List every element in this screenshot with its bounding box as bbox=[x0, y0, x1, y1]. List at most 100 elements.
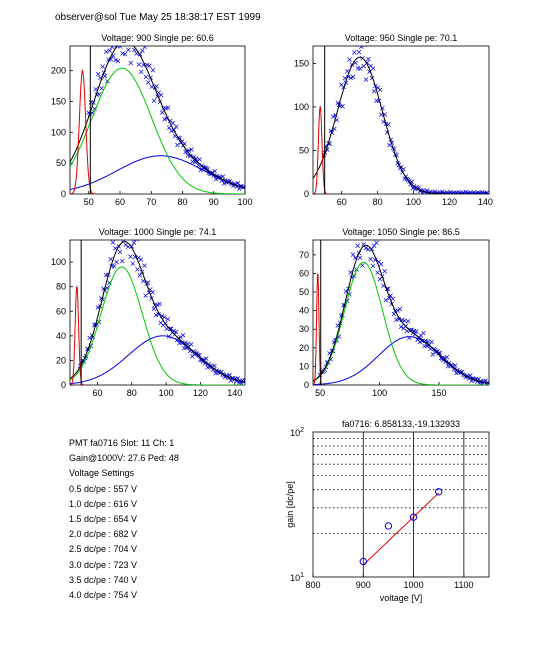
data-point bbox=[375, 270, 380, 275]
data-point bbox=[158, 92, 164, 98]
data-point bbox=[414, 329, 419, 334]
data-point bbox=[142, 46, 147, 50]
plot-frame bbox=[69, 239, 246, 386]
double-pe-curve bbox=[70, 155, 245, 190]
data-point bbox=[370, 66, 376, 71]
y-tick-exponent: 2 bbox=[300, 427, 304, 434]
y-tick-label: 100 bbox=[294, 102, 309, 112]
data-point bbox=[394, 317, 399, 323]
data-point bbox=[429, 339, 434, 345]
x-tick-label: 60 bbox=[92, 388, 102, 398]
data-point bbox=[149, 84, 154, 89]
data-point bbox=[371, 88, 377, 94]
data-point bbox=[188, 153, 193, 159]
data-point bbox=[356, 49, 362, 55]
data-point bbox=[173, 329, 179, 335]
data-point bbox=[124, 27, 128, 31]
info-line: Gain@1000V: 27.6 Ped: 48 bbox=[69, 453, 179, 464]
data-point bbox=[108, 56, 114, 62]
data-point bbox=[153, 312, 159, 318]
data-point bbox=[162, 315, 167, 320]
y-tick-label: 50 bbox=[56, 158, 66, 168]
data-point bbox=[421, 330, 426, 336]
data-point bbox=[404, 328, 410, 334]
data-point bbox=[235, 180, 241, 186]
data-point bbox=[383, 298, 389, 303]
data-point bbox=[359, 46, 364, 49]
data-point bbox=[119, 20, 123, 24]
y-tick-label: 60 bbox=[299, 268, 309, 278]
data-point bbox=[180, 333, 186, 338]
chart-panel-4: Voltage: 1050 Single pe: 86.5 50 100 150 0 10… bbox=[299, 227, 490, 398]
data-point bbox=[95, 305, 101, 310]
x-tick-label: 70 bbox=[146, 197, 156, 207]
y-tick-label: 20 bbox=[299, 343, 309, 353]
data-point bbox=[141, 62, 146, 68]
data-point bbox=[361, 64, 366, 69]
data-point bbox=[114, 259, 119, 265]
y-tick-label: 60 bbox=[56, 306, 66, 316]
plot-frame bbox=[69, 45, 246, 195]
data-point bbox=[107, 48, 112, 53]
chart-panel-2: Voltage: 950 Single pe: 70.1 60 80 100 120 14… bbox=[294, 33, 493, 207]
data-point bbox=[142, 263, 147, 268]
data-point bbox=[195, 352, 201, 358]
data-point bbox=[348, 75, 354, 81]
data-point bbox=[357, 255, 363, 261]
data-point bbox=[131, 240, 137, 245]
data-point bbox=[227, 372, 232, 378]
y-tick-label: 150 bbox=[51, 97, 66, 107]
total-fit-curve bbox=[70, 46, 245, 189]
x-tick-label: 800 bbox=[305, 580, 320, 590]
data-point bbox=[151, 98, 157, 104]
plot-area bbox=[70, 240, 245, 385]
info-line: 0.5 dc/pe : 557 V bbox=[69, 483, 138, 494]
data-point bbox=[444, 354, 450, 360]
y-tick-label: 40 bbox=[299, 306, 309, 316]
data-point bbox=[113, 57, 118, 63]
data-point bbox=[362, 46, 368, 48]
y-tick-label: 0 bbox=[304, 189, 309, 199]
data-point bbox=[120, 258, 125, 264]
y-axis-label: gain [dc/pe] bbox=[285, 481, 295, 528]
data-point bbox=[136, 62, 142, 67]
chart-title: Voltage: 1000 Single pe: 74.1 bbox=[99, 227, 217, 237]
data-point bbox=[165, 316, 171, 322]
data-point bbox=[390, 296, 396, 302]
data-point bbox=[378, 262, 384, 267]
x-tick-label: 100 bbox=[406, 197, 421, 207]
data-point bbox=[443, 359, 448, 365]
data-point bbox=[135, 267, 140, 272]
y-tick-label: 100 bbox=[51, 127, 66, 137]
plot-frame bbox=[312, 431, 490, 578]
data-point bbox=[452, 363, 458, 368]
y-tick-label: 30 bbox=[299, 324, 309, 334]
y-tick-label: 50 bbox=[299, 145, 309, 155]
x-tick-label: 1100 bbox=[454, 580, 473, 590]
data-point bbox=[374, 240, 379, 245]
data-point bbox=[177, 136, 182, 141]
data-point bbox=[160, 322, 166, 328]
data-point bbox=[241, 184, 245, 190]
plot-area bbox=[313, 240, 489, 385]
x-tick-label: 100 bbox=[237, 197, 252, 207]
pedestal-curve bbox=[70, 69, 96, 194]
data-point bbox=[115, 58, 121, 64]
data-point bbox=[205, 167, 210, 172]
plot-frame bbox=[312, 239, 490, 386]
data-point bbox=[363, 77, 369, 82]
header-text: observer@sol Tue May 25 18:38:17 EST 199… bbox=[55, 12, 261, 23]
gain-point bbox=[384, 522, 393, 530]
chart-title: Voltage: 950 Single pe: 70.1 bbox=[345, 33, 458, 43]
data-point bbox=[382, 268, 387, 274]
data-point bbox=[197, 157, 202, 162]
single-pe-curve bbox=[70, 67, 245, 194]
data-point bbox=[340, 103, 345, 109]
data-point bbox=[160, 110, 165, 115]
data-point bbox=[111, 264, 117, 269]
total-fit-curve bbox=[313, 244, 489, 384]
y-tick-label: 50 bbox=[299, 287, 309, 297]
y-tick-label: 102 bbox=[290, 427, 304, 438]
data-point bbox=[118, 46, 123, 49]
